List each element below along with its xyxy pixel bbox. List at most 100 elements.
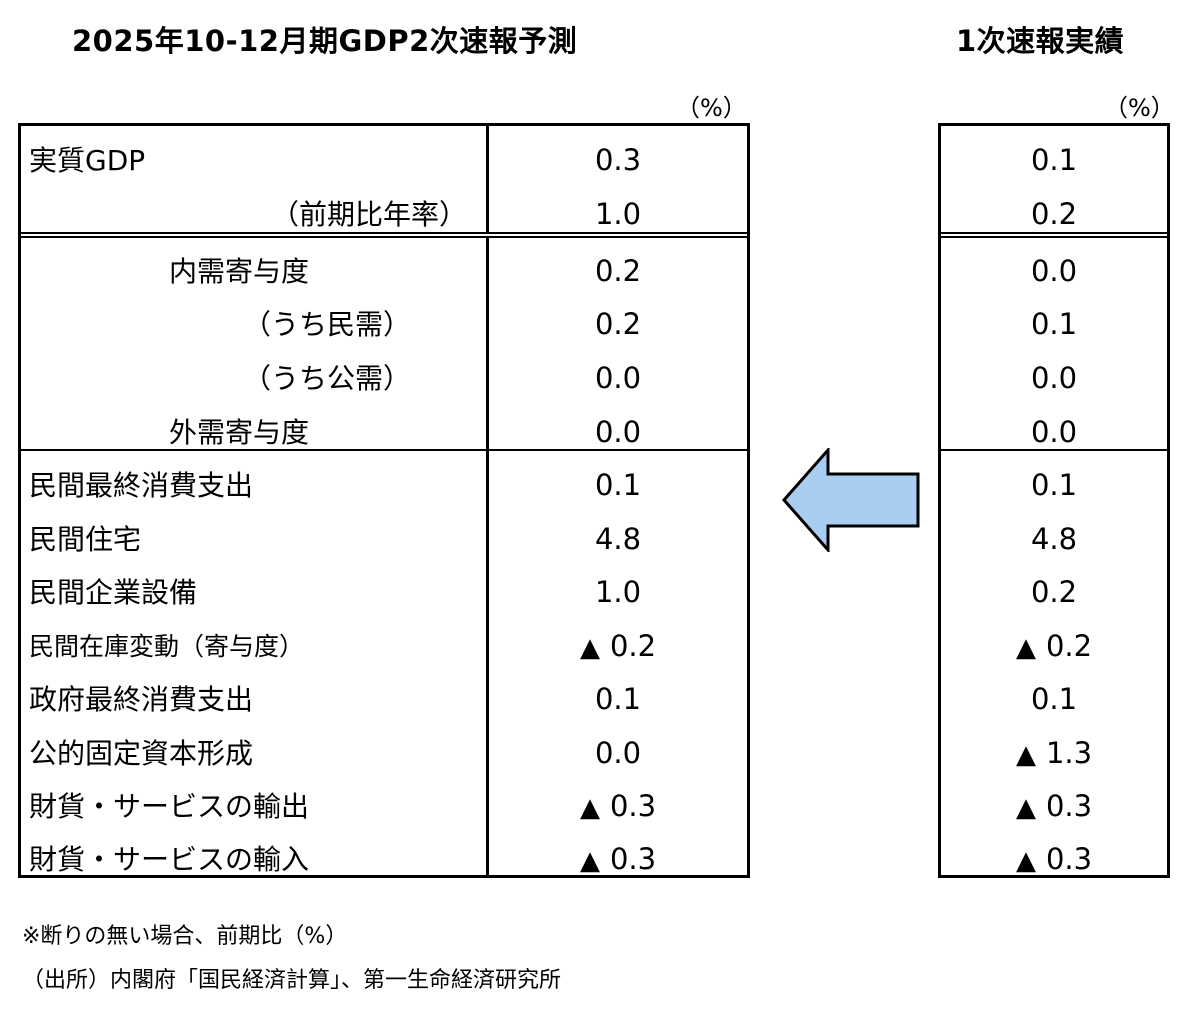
table-row: 4.8 <box>941 513 1167 566</box>
actual-number: 0.0 <box>1030 254 1078 288</box>
column-divider <box>486 126 489 875</box>
actual-number: 1.3 <box>1045 736 1093 770</box>
forecast-number: 0.3 <box>594 143 642 177</box>
forecast-unit-label: （%） <box>676 94 747 122</box>
actual-value: 0.2 <box>941 566 1167 619</box>
table-row: 0.0 <box>941 352 1167 405</box>
preliminary-unit-label: （%） <box>1104 94 1175 122</box>
forecast-value: 0.3 <box>489 134 747 187</box>
actual-value: 4.8 <box>941 513 1167 566</box>
forecast-value: 4.8 <box>489 513 747 566</box>
table-row: ▲ 0.3 <box>941 780 1167 833</box>
row-label: 政府最終消費支出 <box>29 683 254 716</box>
forecast-value: ▲ 0.2 <box>489 620 747 673</box>
source-note: （出所）内閣府「国民経済計算」、第一生命経済研究所 <box>22 968 562 993</box>
row-label: 財貨・サービスの輸入 <box>29 843 310 876</box>
forecast-number: 0.1 <box>594 468 642 502</box>
actual-number: 0.1 <box>1030 468 1078 502</box>
actual-value: 0.0 <box>941 352 1167 405</box>
actual-value: 0.0 <box>941 406 1167 459</box>
actual-value: 0.1 <box>941 459 1167 512</box>
table-row: 0.0 <box>941 245 1167 298</box>
negative-triangle-icon: ▲ <box>579 793 600 823</box>
row-label: 実質GDP <box>29 144 146 177</box>
actual-number: 0.1 <box>1030 307 1078 341</box>
table-row: 0.2 <box>941 566 1167 619</box>
forecast-number: 0.3 <box>609 842 657 876</box>
forecast-value: 0.0 <box>489 352 747 405</box>
table-row: 内需寄与度 0.2 <box>21 245 747 298</box>
table-row: 0.2 <box>941 188 1167 241</box>
forecast-value: 1.0 <box>489 188 747 241</box>
forecast-number: 0.0 <box>594 736 642 770</box>
preliminary-title: 1次速報実績 <box>956 24 1125 58</box>
forecast-value: 0.2 <box>489 245 747 298</box>
table-row: （前期比年率） 1.0 <box>21 188 747 241</box>
table-row: ▲ 1.3 <box>941 727 1167 780</box>
forecast-number: 0.2 <box>609 629 657 663</box>
actual-value: 0.1 <box>941 134 1167 187</box>
table-row: 公的固定資本形成 0.0 <box>21 727 747 780</box>
forecast-value: 1.0 <box>489 566 747 619</box>
forecast-value: 0.1 <box>489 673 747 726</box>
row-label: （うち民需） <box>243 308 412 341</box>
table-row: （うち公需） 0.0 <box>21 352 747 405</box>
negative-triangle-icon: ▲ <box>1015 740 1036 770</box>
table-row: 民間在庫変動（寄与度） ▲ 0.2 <box>21 620 747 673</box>
row-label: 内需寄与度 <box>169 255 310 288</box>
table-row: 財貨・サービスの輸入 ▲ 0.3 <box>21 833 747 886</box>
table-row: 0.0 <box>941 406 1167 459</box>
forecast-table: 実質GDP 0.3 （前期比年率） 1.0 内需寄与度 0.2 （うち民需） 0.2 （うち公需… <box>18 123 750 878</box>
table-row: ▲ 0.2 <box>941 620 1167 673</box>
row-label: （うち公需） <box>243 362 412 395</box>
footnote: ※断りの無い場合、前期比（%） <box>22 924 348 949</box>
table-row: ▲ 0.3 <box>941 833 1167 886</box>
forecast-title: 2025年10-12月期GDP2次速報予測 <box>72 24 578 58</box>
row-label: 公的固定資本形成 <box>29 737 254 770</box>
double-divider <box>941 232 1167 238</box>
section-divider <box>21 449 747 451</box>
actual-number: 0.2 <box>1045 629 1093 663</box>
actual-number: 0.3 <box>1045 842 1093 876</box>
actual-number: 0.0 <box>1030 361 1078 395</box>
table-row: （うち民需） 0.2 <box>21 298 747 351</box>
actual-value: 0.1 <box>941 673 1167 726</box>
forecast-value: 0.0 <box>489 406 747 459</box>
preliminary-table: 0.1 0.2 0.0 0.1 0.0 0.0 0.1 4.8 0.2 ▲ 0.2 0.1 ▲ 1.3 ▲ 0… <box>938 123 1170 878</box>
forecast-value: ▲ 0.3 <box>489 833 747 886</box>
actual-value: 0.1 <box>941 298 1167 351</box>
row-label: 外需寄与度 <box>169 416 310 449</box>
forecast-number: 0.1 <box>594 682 642 716</box>
table-row: 外需寄与度 0.0 <box>21 406 747 459</box>
row-label: 民間企業設備 <box>29 576 198 609</box>
forecast-number: 0.0 <box>594 415 642 449</box>
table-row: 0.1 <box>941 673 1167 726</box>
actual-number: 0.0 <box>1030 415 1078 449</box>
negative-triangle-icon: ▲ <box>579 633 600 663</box>
double-divider <box>21 232 747 238</box>
row-label: 財貨・サービスの輸出 <box>29 790 310 823</box>
actual-number: 4.8 <box>1030 522 1078 556</box>
arrow-left-icon <box>782 448 920 552</box>
actual-value: ▲ 0.3 <box>941 780 1167 833</box>
forecast-number: 0.2 <box>594 307 642 341</box>
table-row: 0.1 <box>941 459 1167 512</box>
table-row: 民間住宅 4.8 <box>21 513 747 566</box>
table-row: 民間企業設備 1.0 <box>21 566 747 619</box>
forecast-value: ▲ 0.3 <box>489 780 747 833</box>
forecast-number: 1.0 <box>594 575 642 609</box>
row-label: 民間最終消費支出 <box>29 469 254 502</box>
forecast-number: 4.8 <box>594 522 642 556</box>
table-row: 財貨・サービスの輸出 ▲ 0.3 <box>21 780 747 833</box>
negative-triangle-icon: ▲ <box>1015 793 1036 823</box>
forecast-value: 0.0 <box>489 727 747 780</box>
table-row: 実質GDP 0.3 <box>21 134 747 187</box>
forecast-number: 0.0 <box>594 361 642 395</box>
actual-number: 0.2 <box>1030 197 1078 231</box>
forecast-number: 0.3 <box>609 789 657 823</box>
negative-triangle-icon: ▲ <box>579 846 600 876</box>
table-row: 民間最終消費支出 0.1 <box>21 459 747 512</box>
row-label: （前期比年率） <box>271 198 468 231</box>
section-divider <box>941 449 1167 451</box>
negative-triangle-icon: ▲ <box>1015 846 1036 876</box>
